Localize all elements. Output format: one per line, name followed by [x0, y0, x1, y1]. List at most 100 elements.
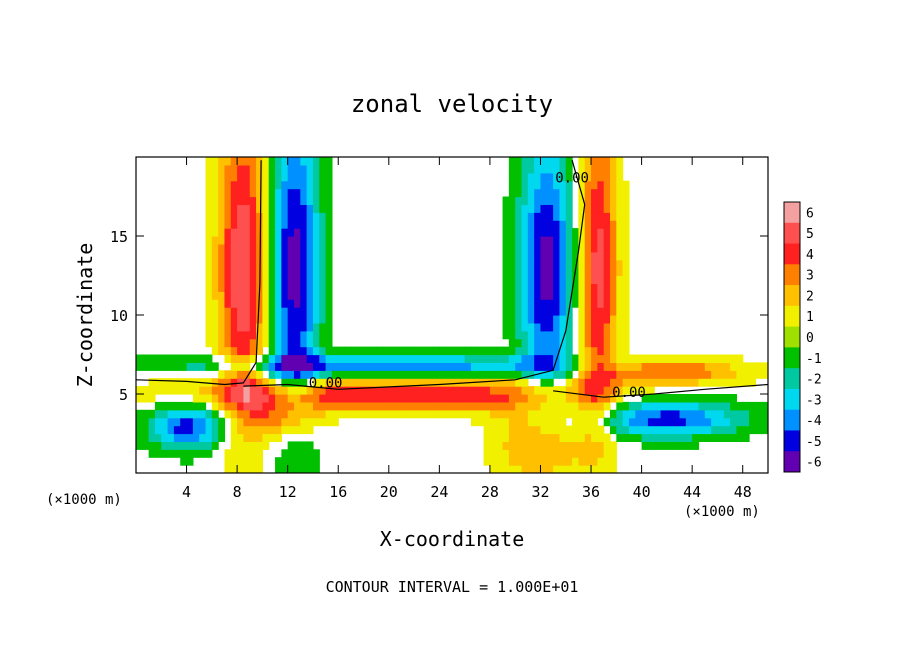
- field-cell: [388, 394, 396, 403]
- field-cell: [218, 220, 226, 229]
- field-cell: [275, 417, 282, 427]
- field-cell: [546, 212, 554, 221]
- field-cell: [603, 417, 611, 427]
- field-cell: [249, 457, 257, 466]
- field-cell: [262, 275, 270, 284]
- colorbar-swatch: [784, 368, 800, 390]
- field-cell: [211, 291, 219, 300]
- field-cell: [230, 338, 238, 348]
- field-cell: [616, 299, 624, 308]
- field-cell: [622, 275, 630, 284]
- field-cell: [610, 164, 617, 174]
- field-cell: [565, 164, 573, 174]
- field-cell: [477, 386, 485, 395]
- field-cell: [294, 362, 301, 371]
- field-cell: [578, 378, 586, 387]
- field-cell: [464, 401, 472, 411]
- field-cell: [294, 180, 301, 190]
- field-cell: [211, 188, 219, 198]
- field-cell: [673, 433, 681, 442]
- field-cell: [515, 330, 523, 340]
- field-cell: [546, 243, 554, 253]
- field-cell: [142, 417, 150, 427]
- field-cell: [256, 180, 263, 190]
- field-cell: [483, 386, 491, 395]
- field-cell: [616, 362, 624, 371]
- field-cell: [622, 259, 630, 269]
- field-cell: [610, 212, 617, 221]
- field-cell: [230, 330, 238, 340]
- field-cell: [635, 378, 643, 387]
- field-cell: [319, 283, 327, 292]
- zero-contour-line: [243, 160, 586, 390]
- field-cell: [730, 354, 737, 363]
- field-cell: [167, 425, 175, 435]
- colorbar-label: -6: [806, 456, 822, 471]
- field-cell: [578, 291, 586, 300]
- field-cell: [496, 401, 504, 411]
- field-cell: [218, 338, 226, 348]
- field-cell: [597, 307, 605, 316]
- field-cell: [597, 338, 605, 348]
- field-cell: [211, 338, 219, 348]
- colorbar-label: 5: [806, 227, 814, 242]
- field-cell: [584, 330, 592, 340]
- field-cell: [331, 386, 339, 395]
- field-cell: [698, 354, 706, 363]
- field-cell: [546, 291, 554, 300]
- field-cell: [388, 354, 396, 363]
- field-cell: [262, 172, 270, 182]
- field-cell: [591, 275, 598, 284]
- field-cell: [224, 465, 232, 473]
- field-cell: [679, 378, 687, 387]
- field-cell: [407, 386, 415, 395]
- field-cell: [477, 401, 485, 411]
- field-cell: [325, 164, 333, 174]
- field-cell: [559, 449, 567, 458]
- field-cell: [224, 315, 232, 324]
- field-cell: [660, 433, 668, 442]
- field-cell: [262, 291, 270, 300]
- field-cell: [508, 433, 516, 442]
- field-cell: [211, 322, 219, 332]
- field-cell: [572, 409, 579, 419]
- field-cell: [527, 220, 535, 229]
- field-cell: [584, 259, 592, 269]
- field-cell: [578, 243, 586, 253]
- field-cell: [584, 441, 592, 450]
- field-cell: [515, 307, 523, 316]
- field-cell: [534, 465, 542, 473]
- field-cell: [300, 354, 308, 363]
- field-cell: [218, 417, 226, 427]
- field-cell: [249, 346, 257, 356]
- field-cell: [382, 386, 390, 395]
- field-cell: [559, 236, 567, 245]
- field-cell: [249, 441, 257, 450]
- field-cell: [306, 354, 314, 363]
- field-cell: [294, 394, 301, 403]
- field-cell: [591, 291, 598, 300]
- field-cell: [610, 465, 617, 473]
- x-axis: 4 8 12 16 20 24 28 32 36 40 44 48: [182, 157, 752, 501]
- field-cell: [654, 401, 662, 411]
- field-cell: [540, 259, 548, 269]
- field-cell: [249, 417, 257, 427]
- field-cell: [211, 180, 219, 190]
- field-cell: [534, 291, 542, 300]
- field-cell: [205, 449, 213, 458]
- field-cell: [717, 433, 725, 442]
- field-cell: [287, 204, 295, 213]
- field-cell: [192, 409, 200, 419]
- field-cell: [597, 299, 605, 308]
- field-cell: [199, 386, 207, 395]
- field-cell: [275, 157, 282, 166]
- field-cell: [597, 449, 605, 458]
- field-cell: [211, 386, 219, 395]
- field-cell: [445, 346, 453, 356]
- field-cell: [369, 386, 377, 395]
- field-cell: [698, 378, 706, 387]
- field-cell: [224, 204, 232, 213]
- field-cell: [692, 378, 700, 387]
- field-cell: [275, 267, 282, 277]
- field-cell: [287, 394, 295, 403]
